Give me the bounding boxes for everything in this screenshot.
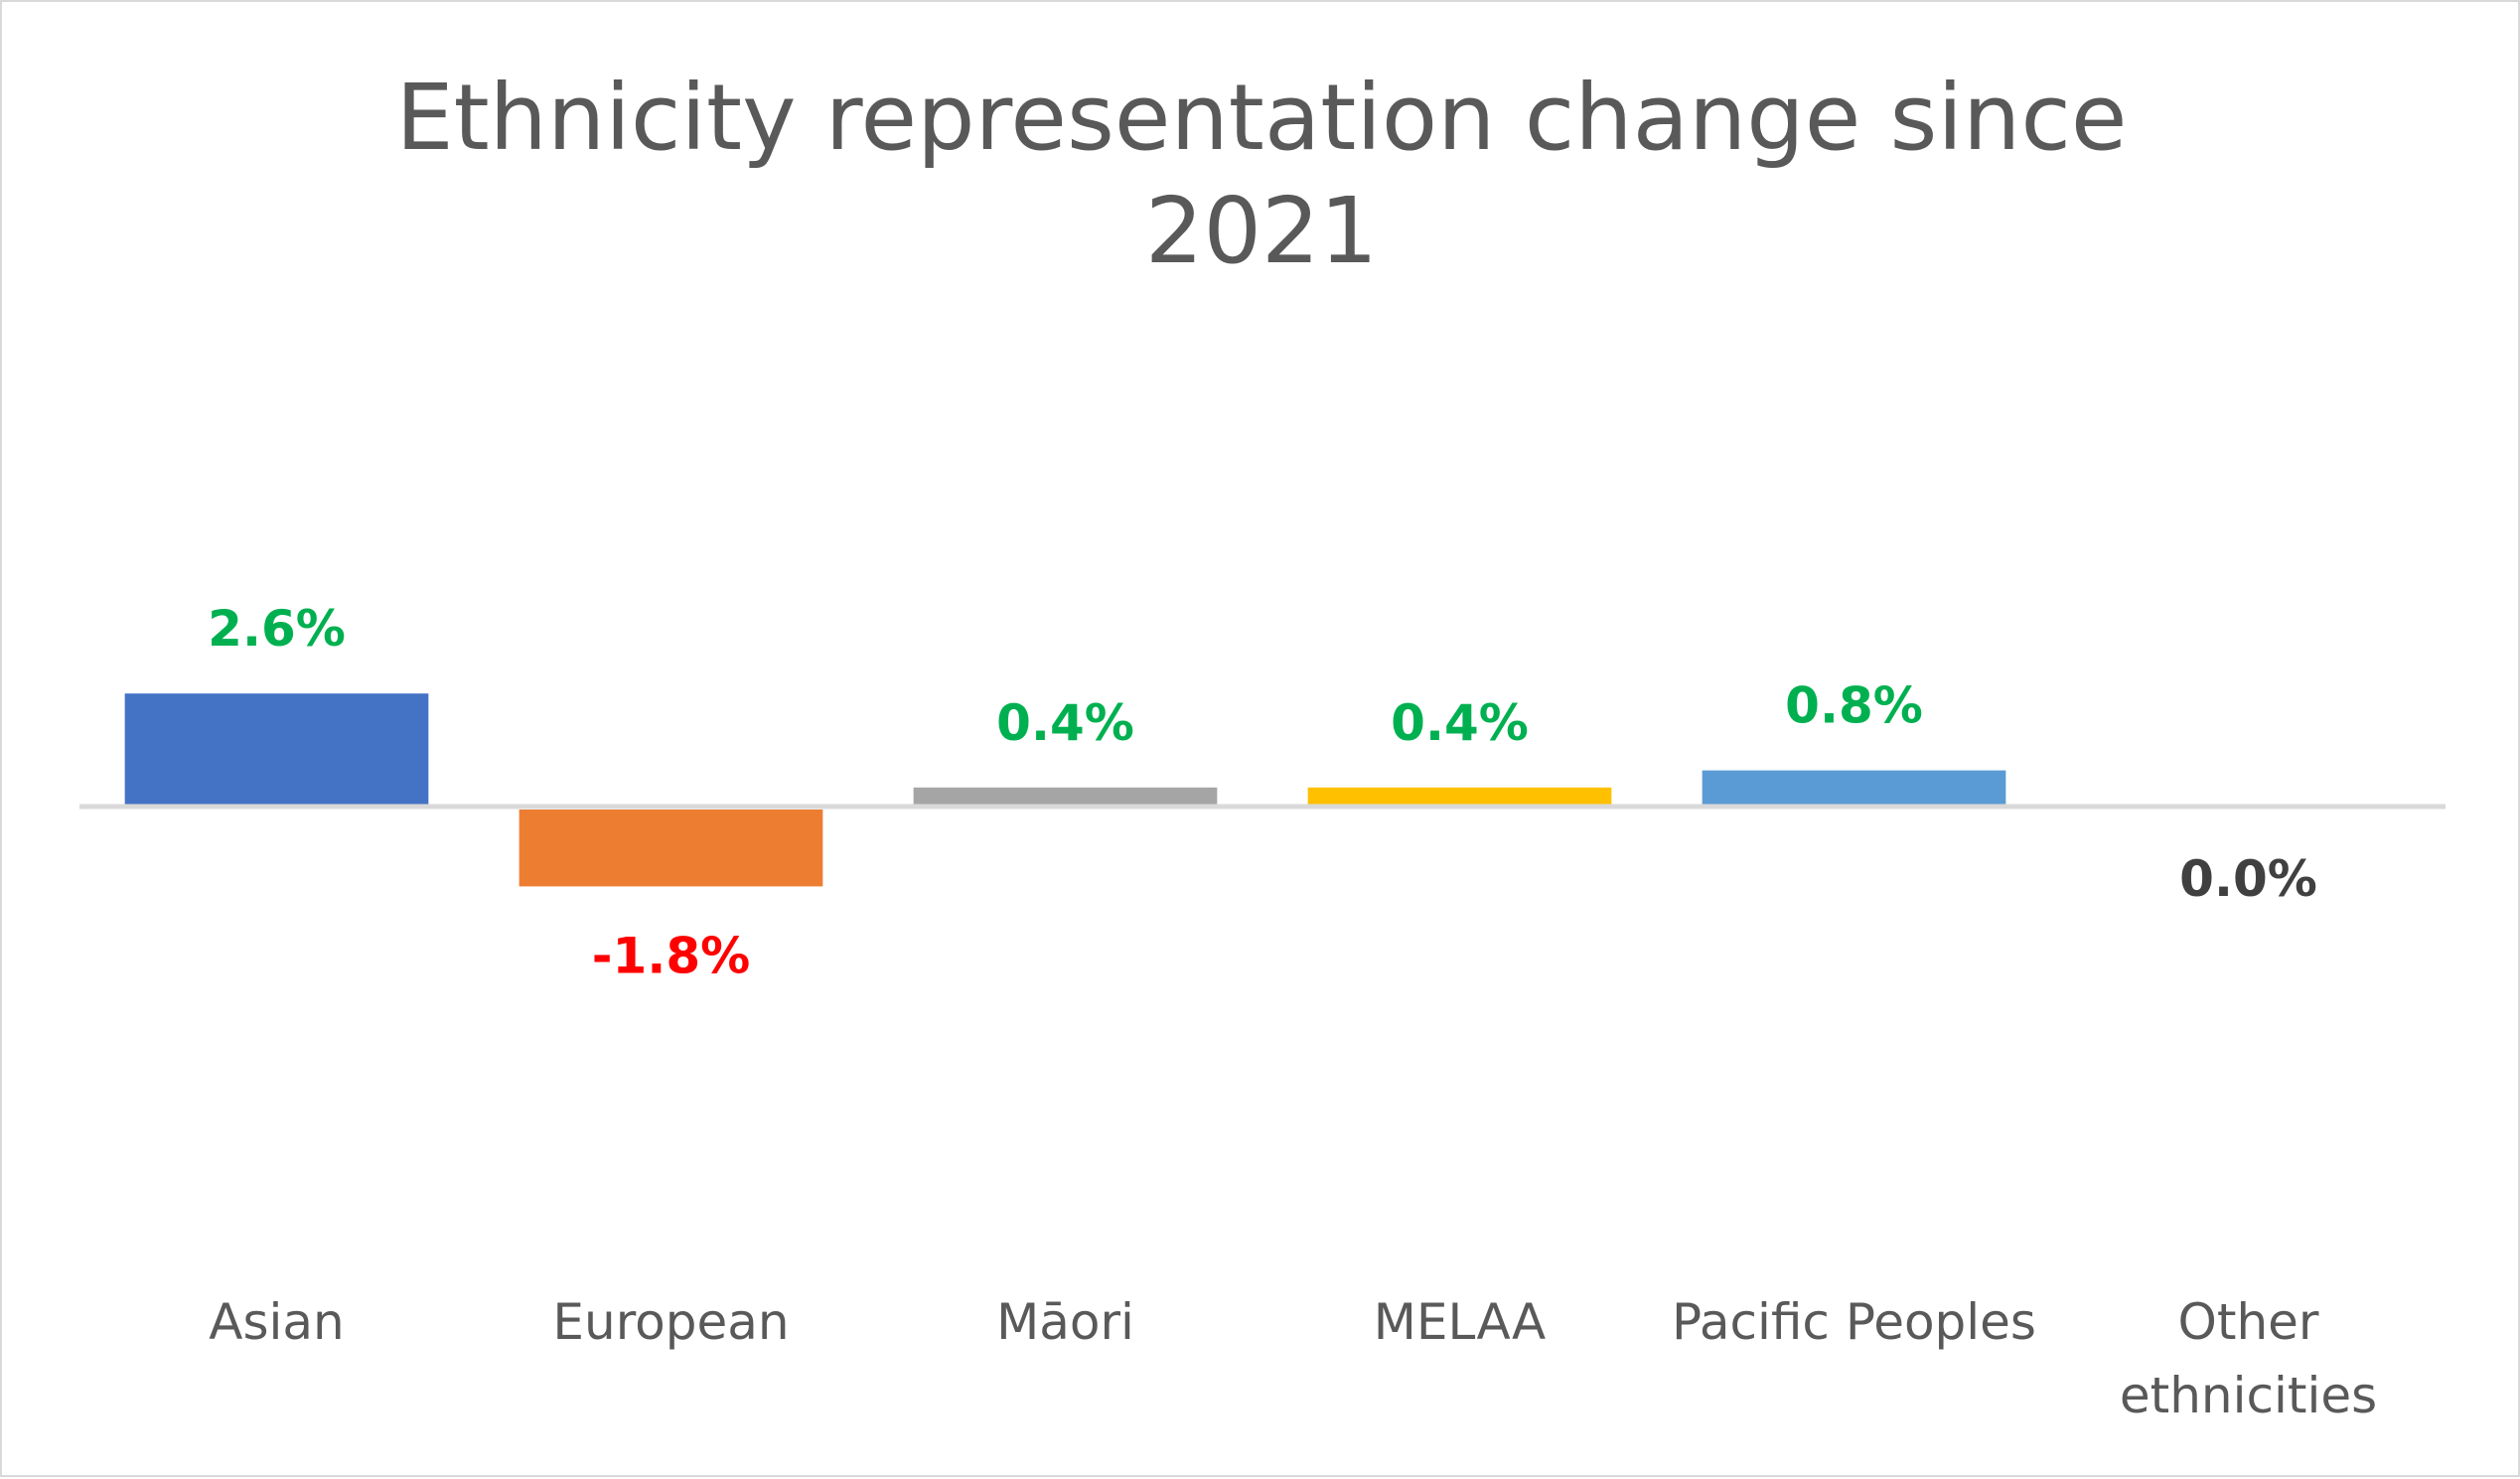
bar-pacific-peoples <box>1702 770 2006 805</box>
data-label-asian: 2.6% <box>208 600 346 658</box>
bar-maori <box>913 787 1218 805</box>
data-label-european: -1.8% <box>592 927 750 984</box>
category-label-melaa: MELAA <box>1374 1293 1547 1351</box>
category-label-other-ethnicities-line-1: Other <box>2178 1293 2319 1351</box>
category-label-other-ethnicities-line-2: ethnicities <box>2120 1367 2377 1424</box>
bar-european <box>519 810 823 887</box>
category-labels-group: Asian European Māori MELAA Pacific Peoples Ot… <box>209 1293 2377 1424</box>
category-label-asian: Asian <box>209 1293 344 1351</box>
bar-melaa <box>1307 787 1612 805</box>
data-label-melaa: 0.4% <box>1391 694 1529 752</box>
data-label-maori: 0.4% <box>996 694 1134 752</box>
bar-asian <box>124 693 429 805</box>
chart-title-line-1: Ethnicity representation change since <box>395 65 2127 171</box>
chart-title-line-2: 2021 <box>1145 178 1378 284</box>
data-labels-group: 2.6% -1.8% 0.4% 0.4% 0.8% 0.0% <box>208 600 2317 984</box>
category-label-european: European <box>552 1293 789 1351</box>
category-label-maori: Māori <box>996 1293 1134 1351</box>
data-label-other-ethnicities: 0.0% <box>2179 850 2317 908</box>
category-label-pacific-peoples: Pacific Peoples <box>1672 1293 2036 1351</box>
data-label-pacific-peoples: 0.8% <box>1785 677 1923 735</box>
bars-group <box>124 693 2006 887</box>
